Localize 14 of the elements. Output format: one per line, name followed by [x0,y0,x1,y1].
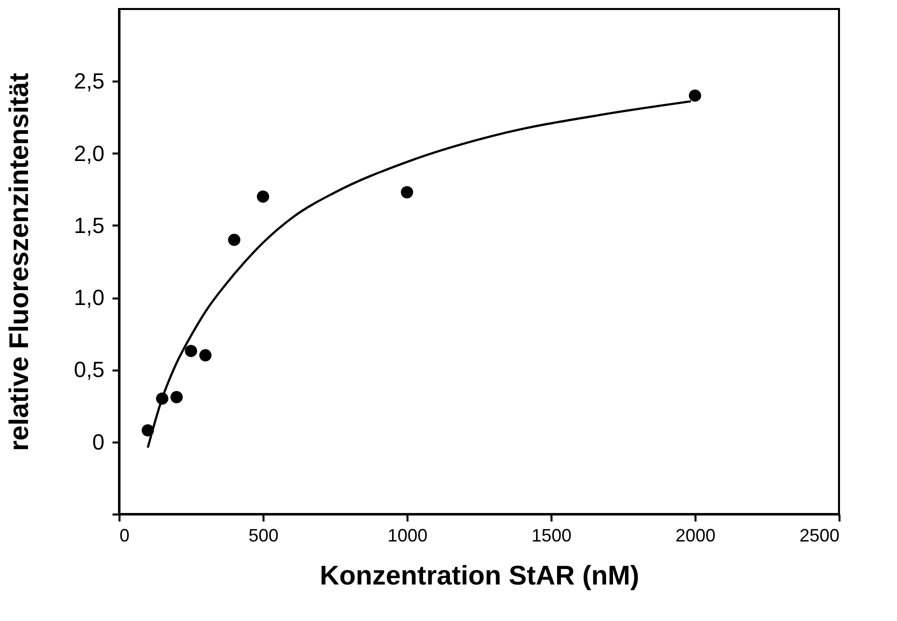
x-tick-label: 2000 [675,526,716,546]
y-axis-title: relative Fluoreszenzintensität [4,72,34,452]
y-tick-label: 1,5 [74,212,104,238]
y-tick-label: 0,5 [74,357,104,382]
x-tick-label: 2500 [799,526,840,546]
y-tick-label: 2,0 [74,140,104,166]
y-tick-label: 2,5 [74,68,104,94]
x-axis-title: Konzentration StAR (nM) [320,560,640,590]
y-tick-label: 1,0 [74,285,104,310]
x-tick-label: 500 [248,526,279,546]
x-tick-label: 0 [120,526,130,546]
y-tick-label: 0 [92,429,104,454]
x-tick-label: 1000 [387,526,428,546]
x-tick-label: 1500 [531,526,572,546]
